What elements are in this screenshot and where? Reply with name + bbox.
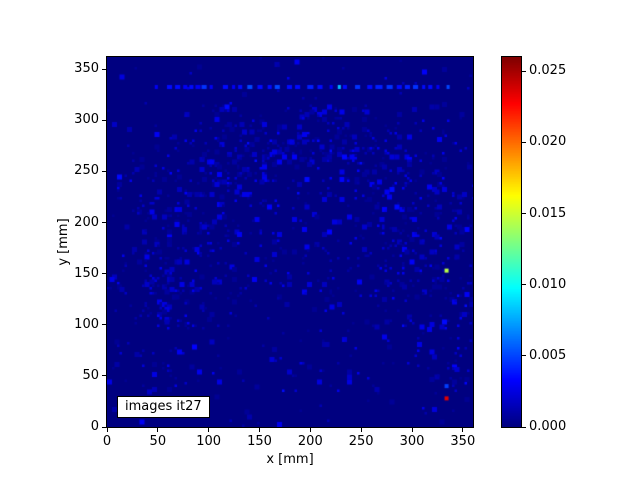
x-tick (360, 428, 362, 432)
annotation-text: images it27 (125, 399, 202, 414)
y-tick (102, 170, 106, 172)
colorbar-tick (522, 213, 526, 215)
y-tick (102, 119, 106, 121)
colorbar-tick-label: 0.020 (529, 134, 567, 150)
x-tick-label: 350 (450, 434, 476, 449)
colorbar-tick-label: 0.005 (529, 347, 567, 363)
colorbar-tick (522, 70, 526, 72)
colorbar-tick (522, 284, 526, 286)
x-tick (259, 428, 260, 432)
plot-area: images it27 (106, 56, 474, 428)
x-tick (208, 428, 210, 432)
y-tick-label: 100 (74, 316, 99, 332)
x-tick-label: 0 (102, 434, 112, 449)
x-axis-label: x [mm] (266, 452, 314, 467)
y-tick-label: 50 (82, 367, 99, 383)
y-tick-label: 250 (74, 163, 99, 179)
colorbar-tick-label: 0.025 (529, 63, 567, 79)
x-tick-label: 300 (399, 434, 425, 449)
x-tick-label: 150 (247, 434, 272, 449)
colorbar (501, 56, 522, 428)
x-tick (309, 428, 311, 432)
y-tick (102, 426, 106, 428)
y-tick-label: 150 (74, 265, 99, 281)
y-tick-label: 300 (74, 112, 99, 128)
colorbar-tick-label: 0.015 (529, 205, 567, 221)
y-tick-label: 350 (74, 61, 99, 77)
x-tick-label: 50 (149, 434, 167, 449)
y-tick-label: 200 (74, 214, 99, 230)
colorbar-tick-label: 0.010 (529, 276, 567, 292)
x-tick-label: 100 (196, 434, 222, 449)
annotation-box: images it27 (117, 396, 210, 418)
colorbar-tick (522, 426, 526, 428)
x-tick-label: 200 (297, 434, 323, 449)
x-tick (157, 428, 159, 432)
heatmap-image (107, 57, 473, 427)
y-tick-label: 0 (90, 419, 99, 434)
colorbar-tick (522, 141, 526, 143)
x-tick (106, 428, 108, 432)
colorbar-tick (522, 355, 526, 357)
y-tick (102, 68, 106, 70)
y-tick (102, 273, 106, 275)
x-tick-label: 250 (348, 434, 374, 449)
colorbar-gradient (502, 57, 521, 427)
colorbar-tick-label: 0.000 (529, 419, 567, 434)
y-tick (102, 222, 106, 224)
x-tick (411, 428, 413, 432)
y-tick (102, 324, 106, 326)
x-tick (462, 428, 464, 432)
y-tick (102, 375, 106, 377)
